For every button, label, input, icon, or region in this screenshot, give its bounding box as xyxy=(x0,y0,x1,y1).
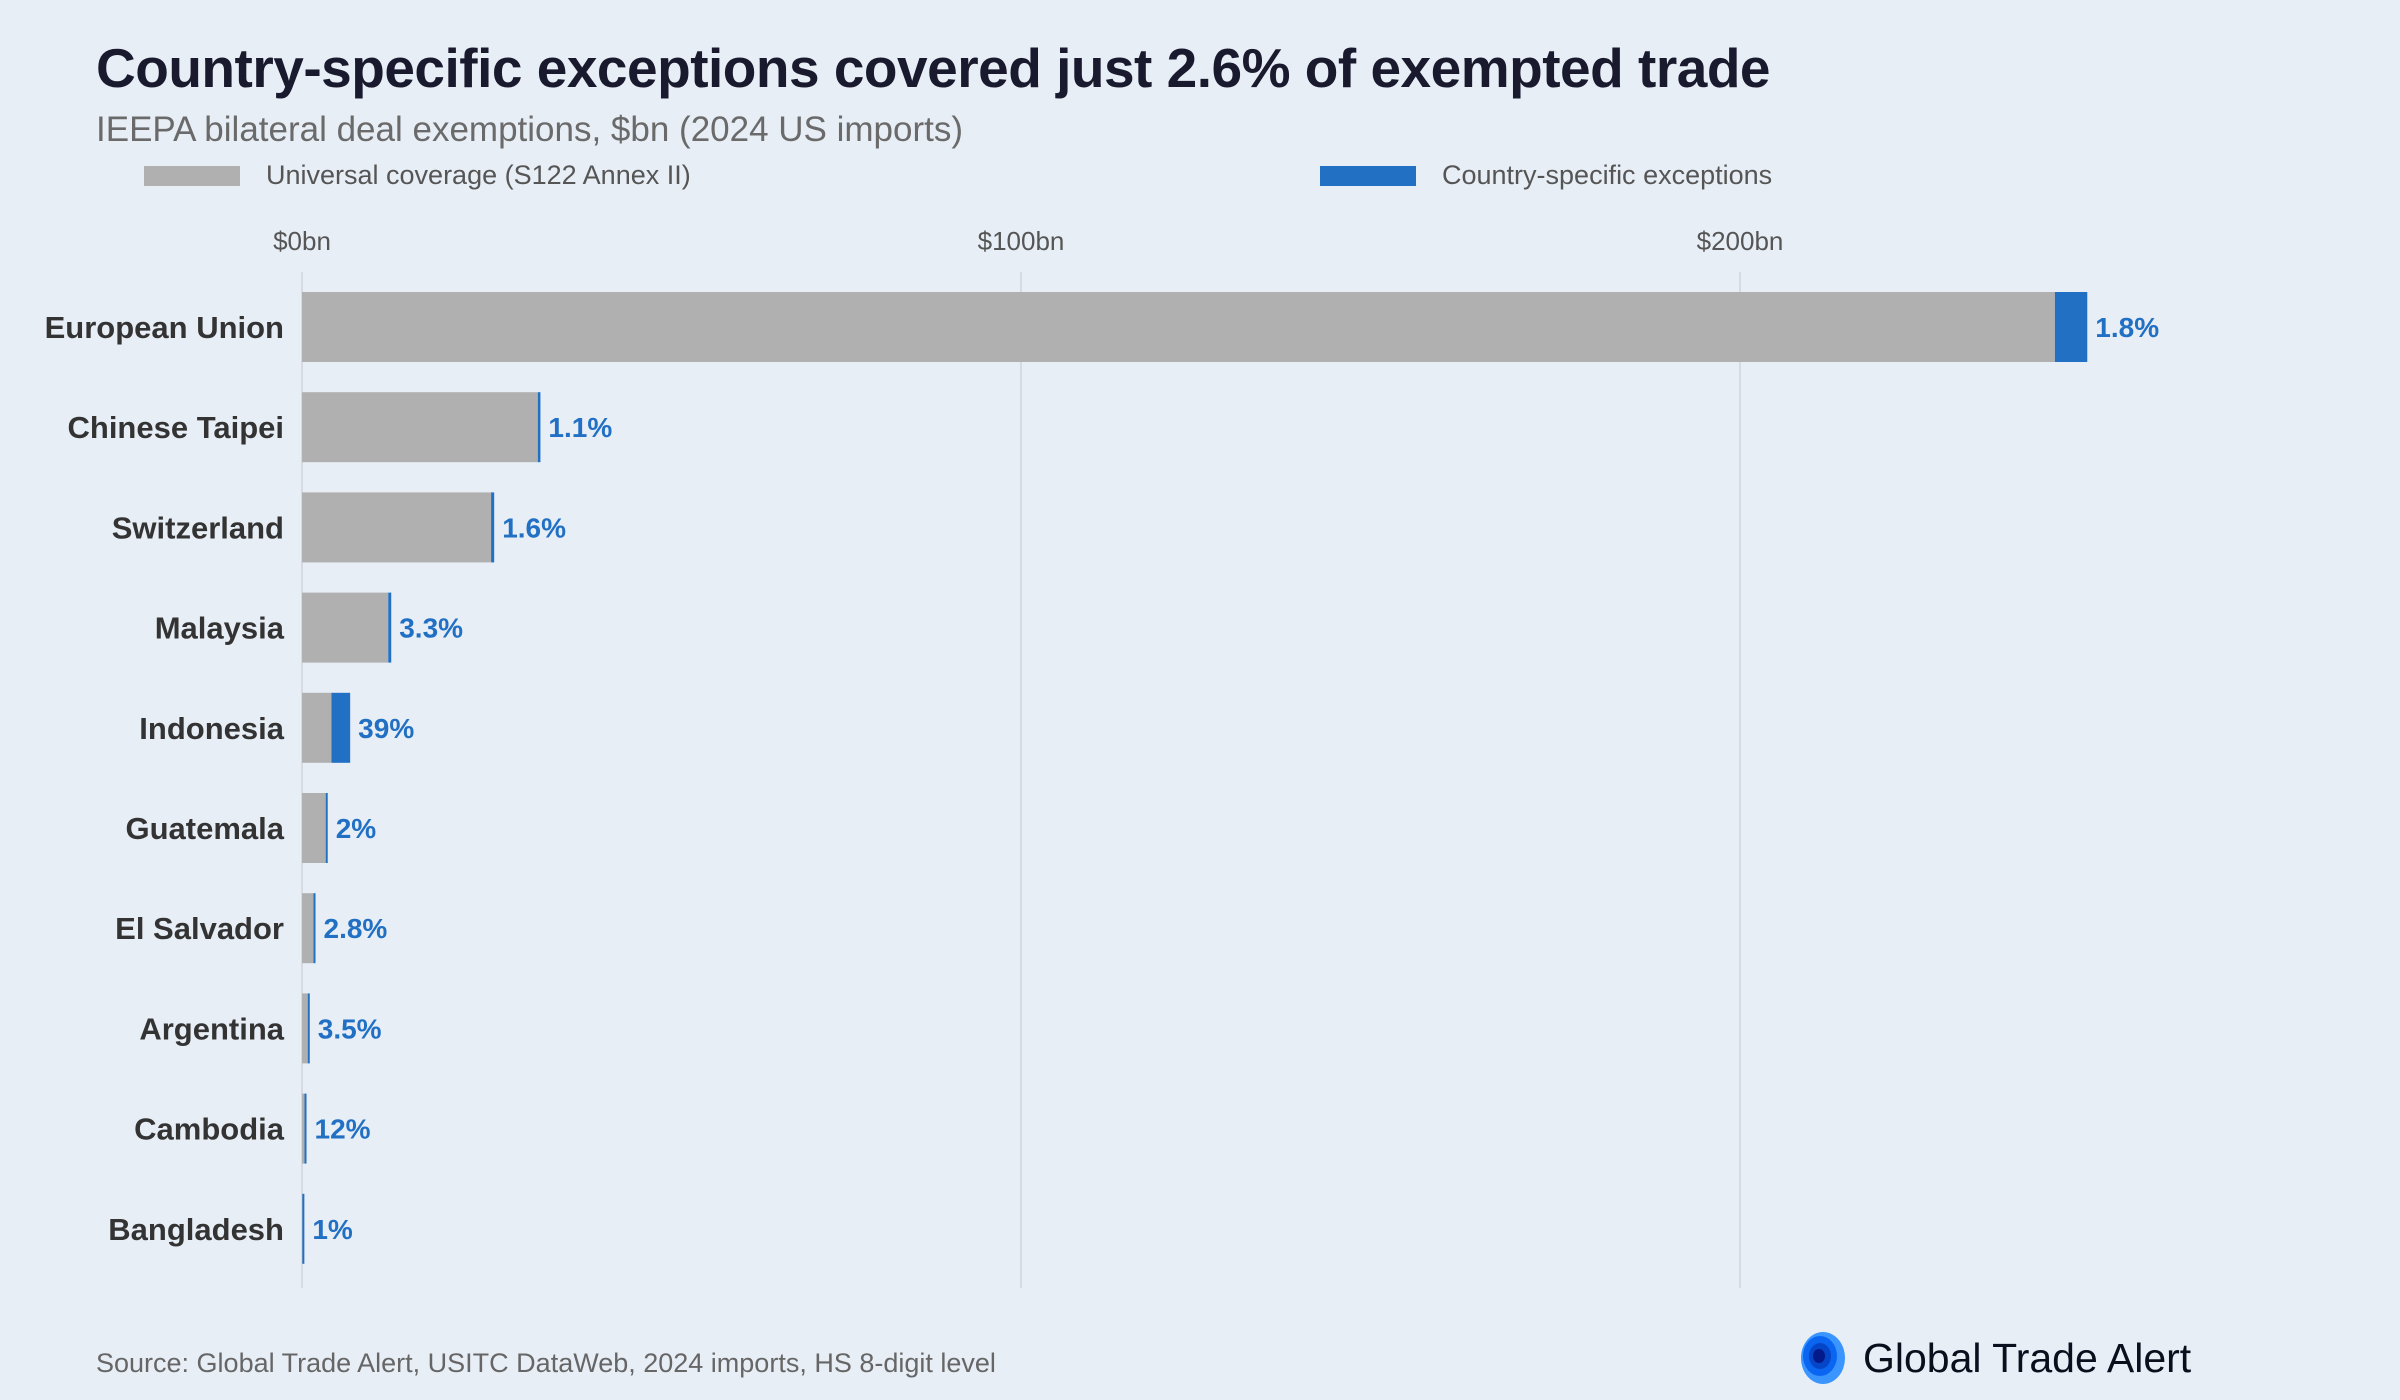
bar-universal xyxy=(302,392,538,463)
bar-universal xyxy=(302,592,389,663)
category-label: Guatemala xyxy=(125,811,284,846)
bar-country-specific xyxy=(307,993,310,1064)
bar-country-specific xyxy=(537,392,541,463)
legend-swatch-universal xyxy=(144,165,240,186)
category-label: Chinese Taipei xyxy=(68,410,285,445)
legend-label-country-specific: Country-specific exceptions xyxy=(1442,160,1773,190)
bar-country-specific xyxy=(313,893,316,964)
bar-universal xyxy=(302,893,314,964)
chart-title: Country-specific exceptions covered just… xyxy=(96,37,1771,99)
data-label: 2.8% xyxy=(324,913,388,944)
data-label: 1.1% xyxy=(548,412,612,443)
bar-country-specific xyxy=(325,793,328,863)
bar-country-specific xyxy=(491,492,495,563)
data-label: 2% xyxy=(336,813,377,844)
x-tick-label: $100bn xyxy=(978,226,1065,256)
chart-subtitle: IEEPA bilateral deal exemptions, $bn (20… xyxy=(96,110,964,149)
global-trade-alert-logo-icon xyxy=(1801,1332,1845,1384)
data-label: 1% xyxy=(312,1214,353,1245)
bar-universal xyxy=(302,492,492,563)
category-label: El Salvador xyxy=(115,911,284,946)
source-note: Source: Global Trade Alert, USITC DataWe… xyxy=(96,1348,996,1378)
bar-country-specific xyxy=(2054,292,2088,362)
bar-universal xyxy=(302,292,2055,362)
category-label: Argentina xyxy=(139,1011,284,1046)
category-label: Malaysia xyxy=(155,611,285,646)
bar-country-specific xyxy=(331,692,351,763)
bar-country-specific xyxy=(302,1193,305,1264)
bar-country-specific xyxy=(388,592,392,663)
x-tick-label: $200bn xyxy=(1697,226,1784,256)
legend-label-universal: Universal coverage (S122 Annex II) xyxy=(266,160,691,190)
category-label: Cambodia xyxy=(134,1112,285,1147)
bar-universal xyxy=(302,1093,305,1164)
data-label: 12% xyxy=(315,1114,371,1145)
data-label: 3.5% xyxy=(318,1013,382,1044)
category-label: Indonesia xyxy=(139,711,284,746)
legend-item-country-specific: Country-specific exceptions xyxy=(1320,160,1772,191)
data-label: 1.8% xyxy=(2095,312,2159,343)
category-label: European Union xyxy=(45,310,284,345)
data-label: 39% xyxy=(358,713,414,744)
bar-universal xyxy=(302,692,332,763)
logo-text: Global Trade Alert xyxy=(1863,1334,2192,1381)
category-label: Switzerland xyxy=(112,510,284,545)
legend-swatch-country-specific xyxy=(1320,165,1416,186)
data-label: 1.6% xyxy=(502,512,566,543)
data-label: 3.3% xyxy=(399,613,463,644)
category-label: Bangladesh xyxy=(108,1212,284,1247)
legend-item-universal: Universal coverage (S122 Annex II) xyxy=(144,160,691,191)
x-tick-label: $0bn xyxy=(273,226,331,256)
logo: Global Trade Alert xyxy=(1795,1330,2191,1386)
bar-universal xyxy=(302,993,308,1064)
bar-universal xyxy=(302,793,326,863)
bar-country-specific xyxy=(304,1093,307,1164)
